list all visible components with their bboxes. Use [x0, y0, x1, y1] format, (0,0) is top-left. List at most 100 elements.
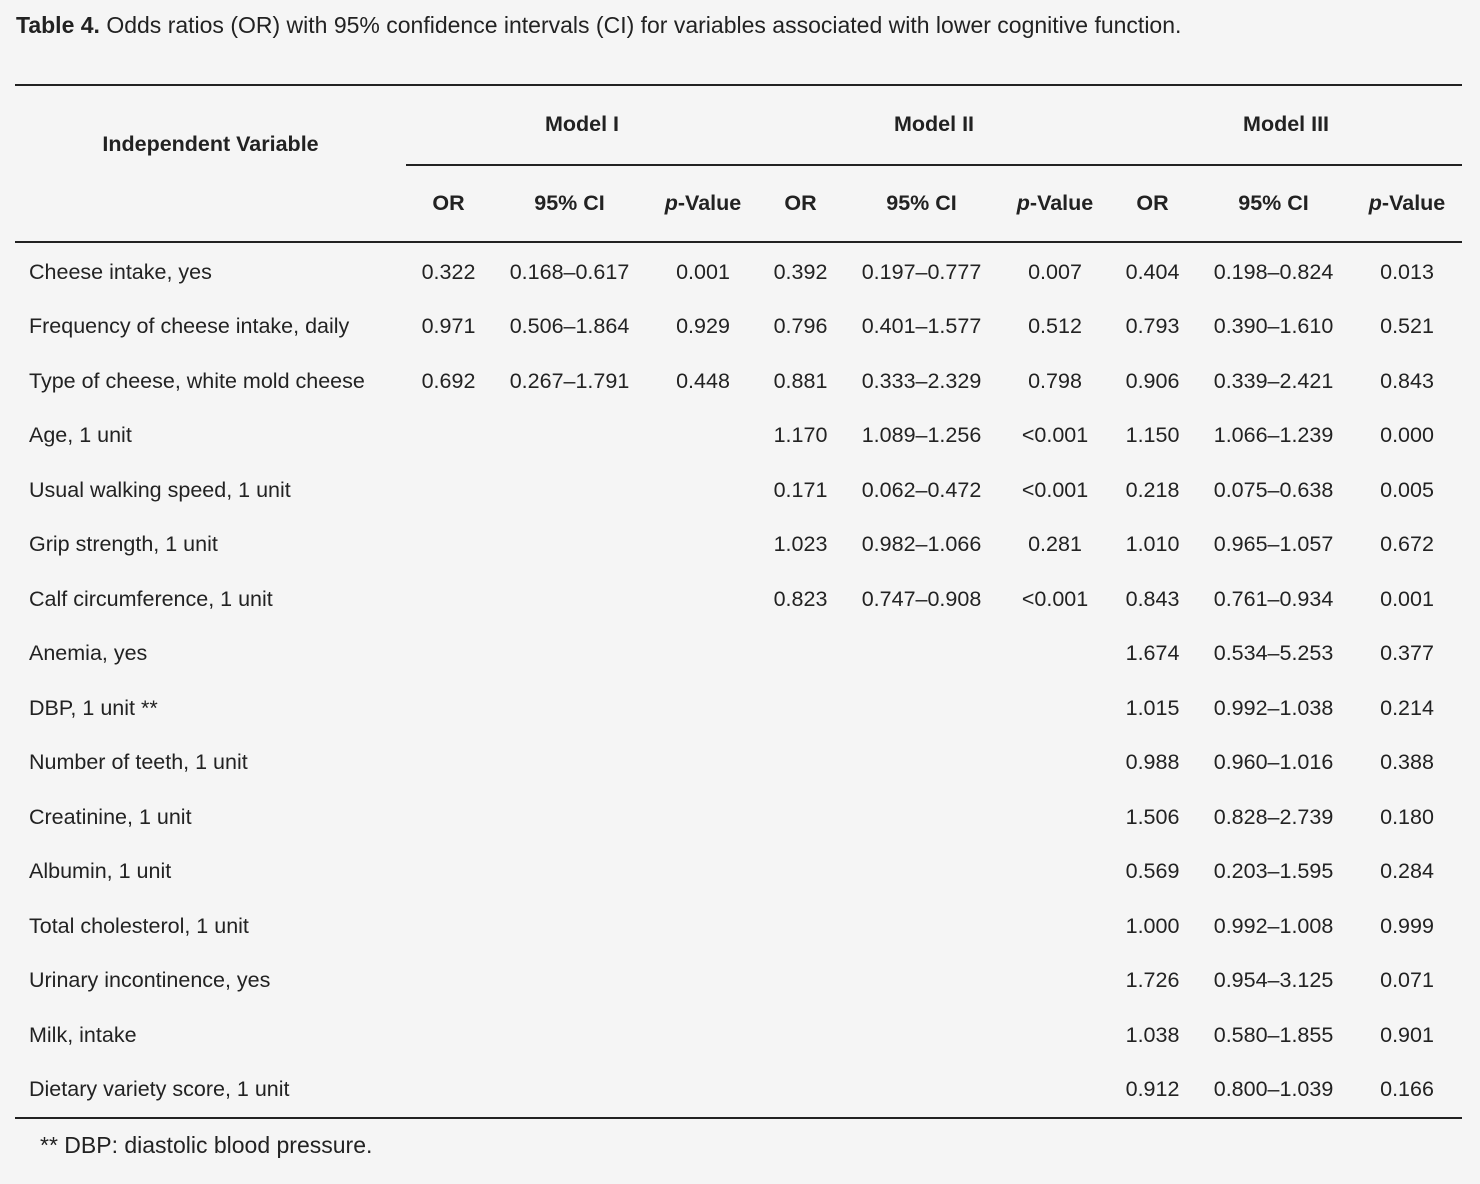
cell-model-1-or	[406, 681, 491, 736]
cell-model-3-p: 0.180	[1380, 804, 1434, 829]
table-row: Creatinine, 1 unit 1.506 0.828–2.739 0.180	[15, 790, 1462, 845]
cell-model-2-ci	[843, 736, 1000, 791]
cell-model-3-ci: 0.390–1.610	[1213, 314, 1334, 339]
cell-model-1-p	[648, 1062, 758, 1119]
cell-model-3-p: 0.843	[1380, 368, 1434, 393]
cell-model-1-or	[406, 1062, 491, 1119]
row-variable-name: DBP, 1 unit **	[29, 695, 158, 720]
cell-model-1-or	[406, 736, 491, 791]
row-variable-name: Grip strength, 1 unit	[29, 532, 218, 557]
cell-model-2-or	[758, 899, 843, 954]
table-row: Usual walking speed, 1 unit 0.171 0.062–0.…	[15, 463, 1462, 518]
cell-model-2-or: 1.170	[773, 423, 828, 448]
cell-model-3-or: 1.674	[1125, 641, 1180, 666]
cell-model-3-p: 0.166	[1352, 1062, 1463, 1119]
cell-model-1-p: 0.929	[676, 314, 730, 339]
cell-model-3-p: 0.071	[1380, 968, 1434, 993]
cell-model-2-p	[1000, 627, 1110, 682]
row-variable-name: Dietary variety score, 1 unit	[15, 1062, 406, 1119]
cell-model-3-ci: 0.965–1.057	[1213, 532, 1334, 557]
cell-model-3-ci: 0.992–1.008	[1213, 913, 1334, 938]
cell-model-3-or: 0.218	[1125, 477, 1180, 502]
cell-model-3-ci: 0.075–0.638	[1213, 477, 1334, 502]
cell-model-3-p: 0.284	[1380, 859, 1434, 884]
cell-model-1-ci	[491, 627, 648, 682]
cell-model-3-ci: 1.066–1.239	[1213, 423, 1334, 448]
cell-model-1-or	[406, 954, 491, 1009]
cell-model-1-p	[648, 1008, 758, 1063]
cell-model-1-p	[648, 409, 758, 464]
cell-model-2-p	[1000, 954, 1110, 1009]
row-variable-name: Albumin, 1 unit	[29, 859, 172, 884]
cell-model-3-p: 0.999	[1380, 913, 1434, 938]
cell-model-2-p	[1000, 845, 1110, 900]
header-or-model-3: OR	[1110, 164, 1196, 244]
cell-model-1-ci: 0.506–1.864	[509, 314, 630, 339]
cell-model-1-p	[648, 845, 758, 900]
cell-model-2-p	[1000, 1008, 1110, 1063]
cell-model-2-p: <0.001	[1021, 586, 1089, 611]
cell-model-1-ci	[491, 790, 648, 845]
cell-model-2-p: 0.798	[1028, 368, 1082, 393]
cell-model-3-or: 1.000	[1125, 913, 1180, 938]
cell-model-2-or	[758, 1062, 843, 1119]
cell-model-2-ci	[843, 790, 1000, 845]
table-row: Calf circumference, 1 unit 0.823 0.747–0.9…	[15, 572, 1462, 627]
cell-model-3-or: 0.988	[1125, 750, 1180, 775]
cell-model-1-ci: 0.168–0.617	[509, 259, 630, 284]
cell-model-3-p: 0.000	[1380, 423, 1434, 448]
cell-model-2-or	[758, 736, 843, 791]
cell-model-3-or: 1.726	[1125, 968, 1180, 993]
header-model-2: Model II	[758, 85, 1111, 166]
cell-model-3-p: 0.521	[1380, 314, 1434, 339]
header-pvalue-model-1: p-Value	[648, 164, 758, 244]
row-variable-name: Usual walking speed, 1 unit	[29, 477, 291, 502]
cell-model-2-p	[1000, 736, 1110, 791]
table-row: Grip strength, 1 unit 1.023 0.982–1.066 0.2…	[15, 518, 1462, 573]
cell-model-3-or: 1.010	[1125, 532, 1180, 557]
cell-model-1-ci	[491, 1062, 648, 1119]
cell-model-1-p	[648, 790, 758, 845]
cell-model-1-p: 0.001	[676, 259, 730, 284]
cell-model-2-or: 0.171	[773, 477, 828, 502]
cell-model-2-or: 1.023	[773, 532, 828, 557]
cell-model-3-p: 0.672	[1380, 532, 1434, 557]
header-pvalue-suffix: -Value	[677, 190, 742, 215]
table-row: Anemia, yes 1.674 0.534–5.253 0.377	[15, 627, 1462, 682]
cell-model-3-or: 1.015	[1125, 695, 1180, 720]
cell-model-1-ci	[491, 463, 648, 518]
header-pvalue-suffix: -Value	[1029, 190, 1094, 215]
cell-model-2-ci: 0.062–0.472	[861, 477, 982, 502]
cell-model-3-p: 0.214	[1380, 695, 1434, 720]
cell-model-2-p	[1000, 899, 1110, 954]
cell-model-2-p: 0.007	[1028, 259, 1082, 284]
cell-model-1-ci: 0.267–1.791	[509, 368, 630, 393]
header-pvalue-p: p	[1016, 190, 1030, 215]
odds-ratio-table: Independent Variable Model I Model II Mo…	[15, 84, 1463, 1119]
cell-model-2-or	[758, 954, 843, 1009]
cell-model-1-ci	[491, 845, 648, 900]
cell-model-3-or: 0.569	[1125, 859, 1180, 884]
cell-model-1-or	[406, 899, 491, 954]
header-ci-model-2: 95% CI	[843, 164, 1000, 244]
row-variable-name: Total cholesterol, 1 unit	[29, 913, 249, 938]
cell-model-1-or	[406, 409, 491, 464]
cell-model-3-or: 0.404	[1125, 259, 1180, 284]
cell-model-1-ci	[491, 1008, 648, 1063]
cell-model-1-ci	[491, 736, 648, 791]
header-pvalue-p: p	[1368, 190, 1382, 215]
cell-model-3-or: 0.843	[1125, 586, 1180, 611]
cell-model-3-p: 0.001	[1380, 586, 1434, 611]
table-row: DBP, 1 unit ** 1.015 0.992–1.038 0.214	[15, 681, 1462, 736]
cell-model-2-ci: 0.747–0.908	[861, 586, 982, 611]
cell-model-3-ci: 0.992–1.038	[1213, 695, 1334, 720]
row-variable-name: Urinary incontinence, yes	[29, 968, 271, 993]
cell-model-1-or	[406, 845, 491, 900]
header-pvalue-suffix: -Value	[1381, 190, 1446, 215]
cell-model-3-p: 0.901	[1380, 1022, 1434, 1047]
cell-model-1-p	[648, 736, 758, 791]
table-body: Cheese intake, yes 0.322 0.168–0.617 0.001 0…	[15, 242, 1463, 1119]
cell-model-3-ci: 0.580–1.855	[1213, 1022, 1334, 1047]
table-row: Frequency of cheese intake, daily 0.971 0.…	[15, 300, 1462, 355]
row-variable-name: Milk, intake	[29, 1022, 137, 1047]
